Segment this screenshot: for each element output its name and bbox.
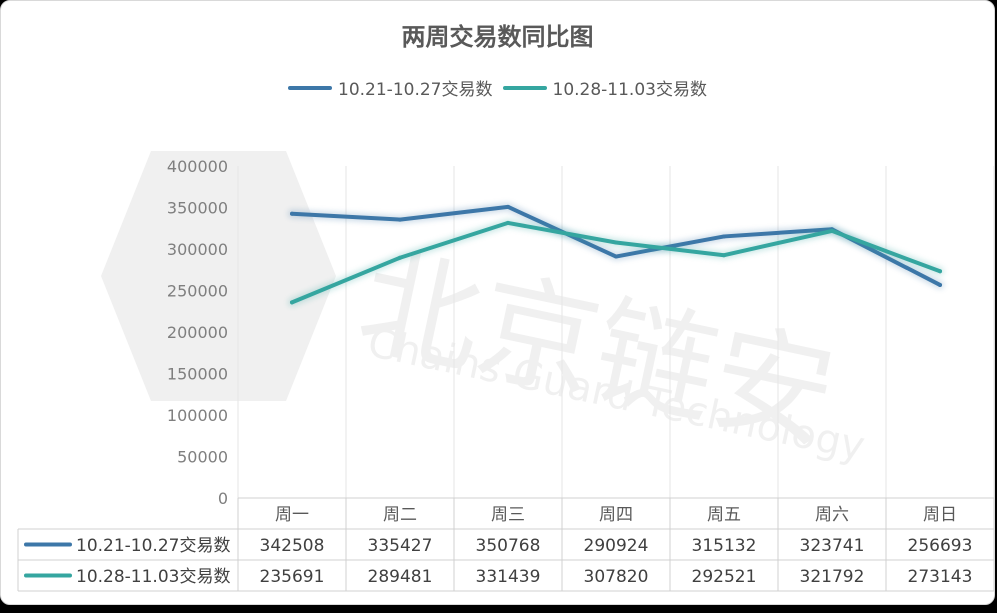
grid bbox=[237, 166, 994, 498]
data-label: 350768 bbox=[476, 536, 541, 556]
data-point bbox=[398, 217, 402, 222]
y-tick-label: 100000 bbox=[167, 406, 228, 425]
data-label: 292521 bbox=[692, 567, 757, 587]
category-label: 周五 bbox=[707, 505, 741, 525]
y-tick-label: 350000 bbox=[167, 199, 228, 218]
data-label: 342508 bbox=[260, 536, 325, 556]
data-label: 323741 bbox=[800, 536, 865, 556]
data-point bbox=[722, 253, 726, 258]
category-label: 周日 bbox=[923, 505, 957, 525]
data-point bbox=[938, 282, 942, 287]
category-label: 周三 bbox=[491, 505, 525, 525]
data-point bbox=[506, 204, 510, 209]
data-label: 256693 bbox=[908, 536, 973, 556]
legend-label-series-1: 10.21-10.27交易数 bbox=[338, 80, 493, 100]
data-label: 335427 bbox=[368, 536, 433, 556]
data-label: 331439 bbox=[476, 567, 541, 587]
chart-title: 两周交易数同比图 bbox=[401, 23, 594, 51]
data-label: 273143 bbox=[908, 567, 973, 587]
y-tick-label: 200000 bbox=[167, 323, 228, 342]
legend-item-series-1: 10.21-10.27交易数 bbox=[288, 75, 493, 100]
category-label: 周一 bbox=[275, 505, 309, 525]
data-point bbox=[398, 255, 402, 260]
data-label: 307820 bbox=[584, 567, 649, 587]
data-point bbox=[830, 228, 834, 233]
series-lines bbox=[288, 202, 944, 307]
data-point bbox=[614, 254, 618, 259]
y-tick-label: 50000 bbox=[177, 448, 228, 467]
legend-swatch-series-1 bbox=[288, 85, 333, 90]
legend: 10.21-10.27交易数 10.28-11.03交易数 bbox=[1, 75, 994, 100]
data-point bbox=[290, 211, 294, 216]
y-tick-label: 300000 bbox=[167, 240, 228, 259]
data-point bbox=[722, 234, 726, 239]
category-label: 周四 bbox=[599, 505, 633, 525]
legend-item-series-2: 10.28-11.03交易数 bbox=[502, 75, 707, 100]
y-tick-label: 150000 bbox=[167, 365, 228, 384]
y-tick-label: 400000 bbox=[167, 157, 228, 176]
data-point bbox=[614, 240, 618, 245]
plot-area: 北京链安 Chains Guard Technology 05000010000… bbox=[17, 151, 994, 592]
data-label: 315132 bbox=[692, 536, 757, 556]
data-label: 290924 bbox=[584, 536, 649, 556]
data-point bbox=[290, 300, 294, 305]
legend-swatch-series-2 bbox=[502, 85, 547, 90]
y-tick-label: 0 bbox=[218, 489, 228, 508]
data-table: 周一 周二 周三 周四 周五 周六 周日 10.21-10.27交易数 342508 335427… bbox=[17, 497, 994, 592]
data-label: 289481 bbox=[368, 567, 433, 587]
legend-label-series-2: 10.28-11.03交易数 bbox=[552, 80, 707, 100]
data-point bbox=[938, 269, 942, 274]
data-label: 235691 bbox=[260, 567, 325, 587]
data-label: 321792 bbox=[800, 567, 865, 587]
y-tick-label: 250000 bbox=[167, 282, 228, 301]
y-axis: 0 50000 100000 150000 200000 250000 300000 3500… bbox=[167, 157, 228, 508]
category-label: 周六 bbox=[815, 505, 849, 525]
watermark-logo-icon bbox=[101, 151, 336, 401]
table-series-name: 10.21-10.27交易数 bbox=[76, 536, 230, 556]
category-label: 周二 bbox=[383, 505, 417, 525]
table-series-name: 10.28-11.03交易数 bbox=[76, 567, 230, 587]
data-point bbox=[506, 220, 510, 225]
